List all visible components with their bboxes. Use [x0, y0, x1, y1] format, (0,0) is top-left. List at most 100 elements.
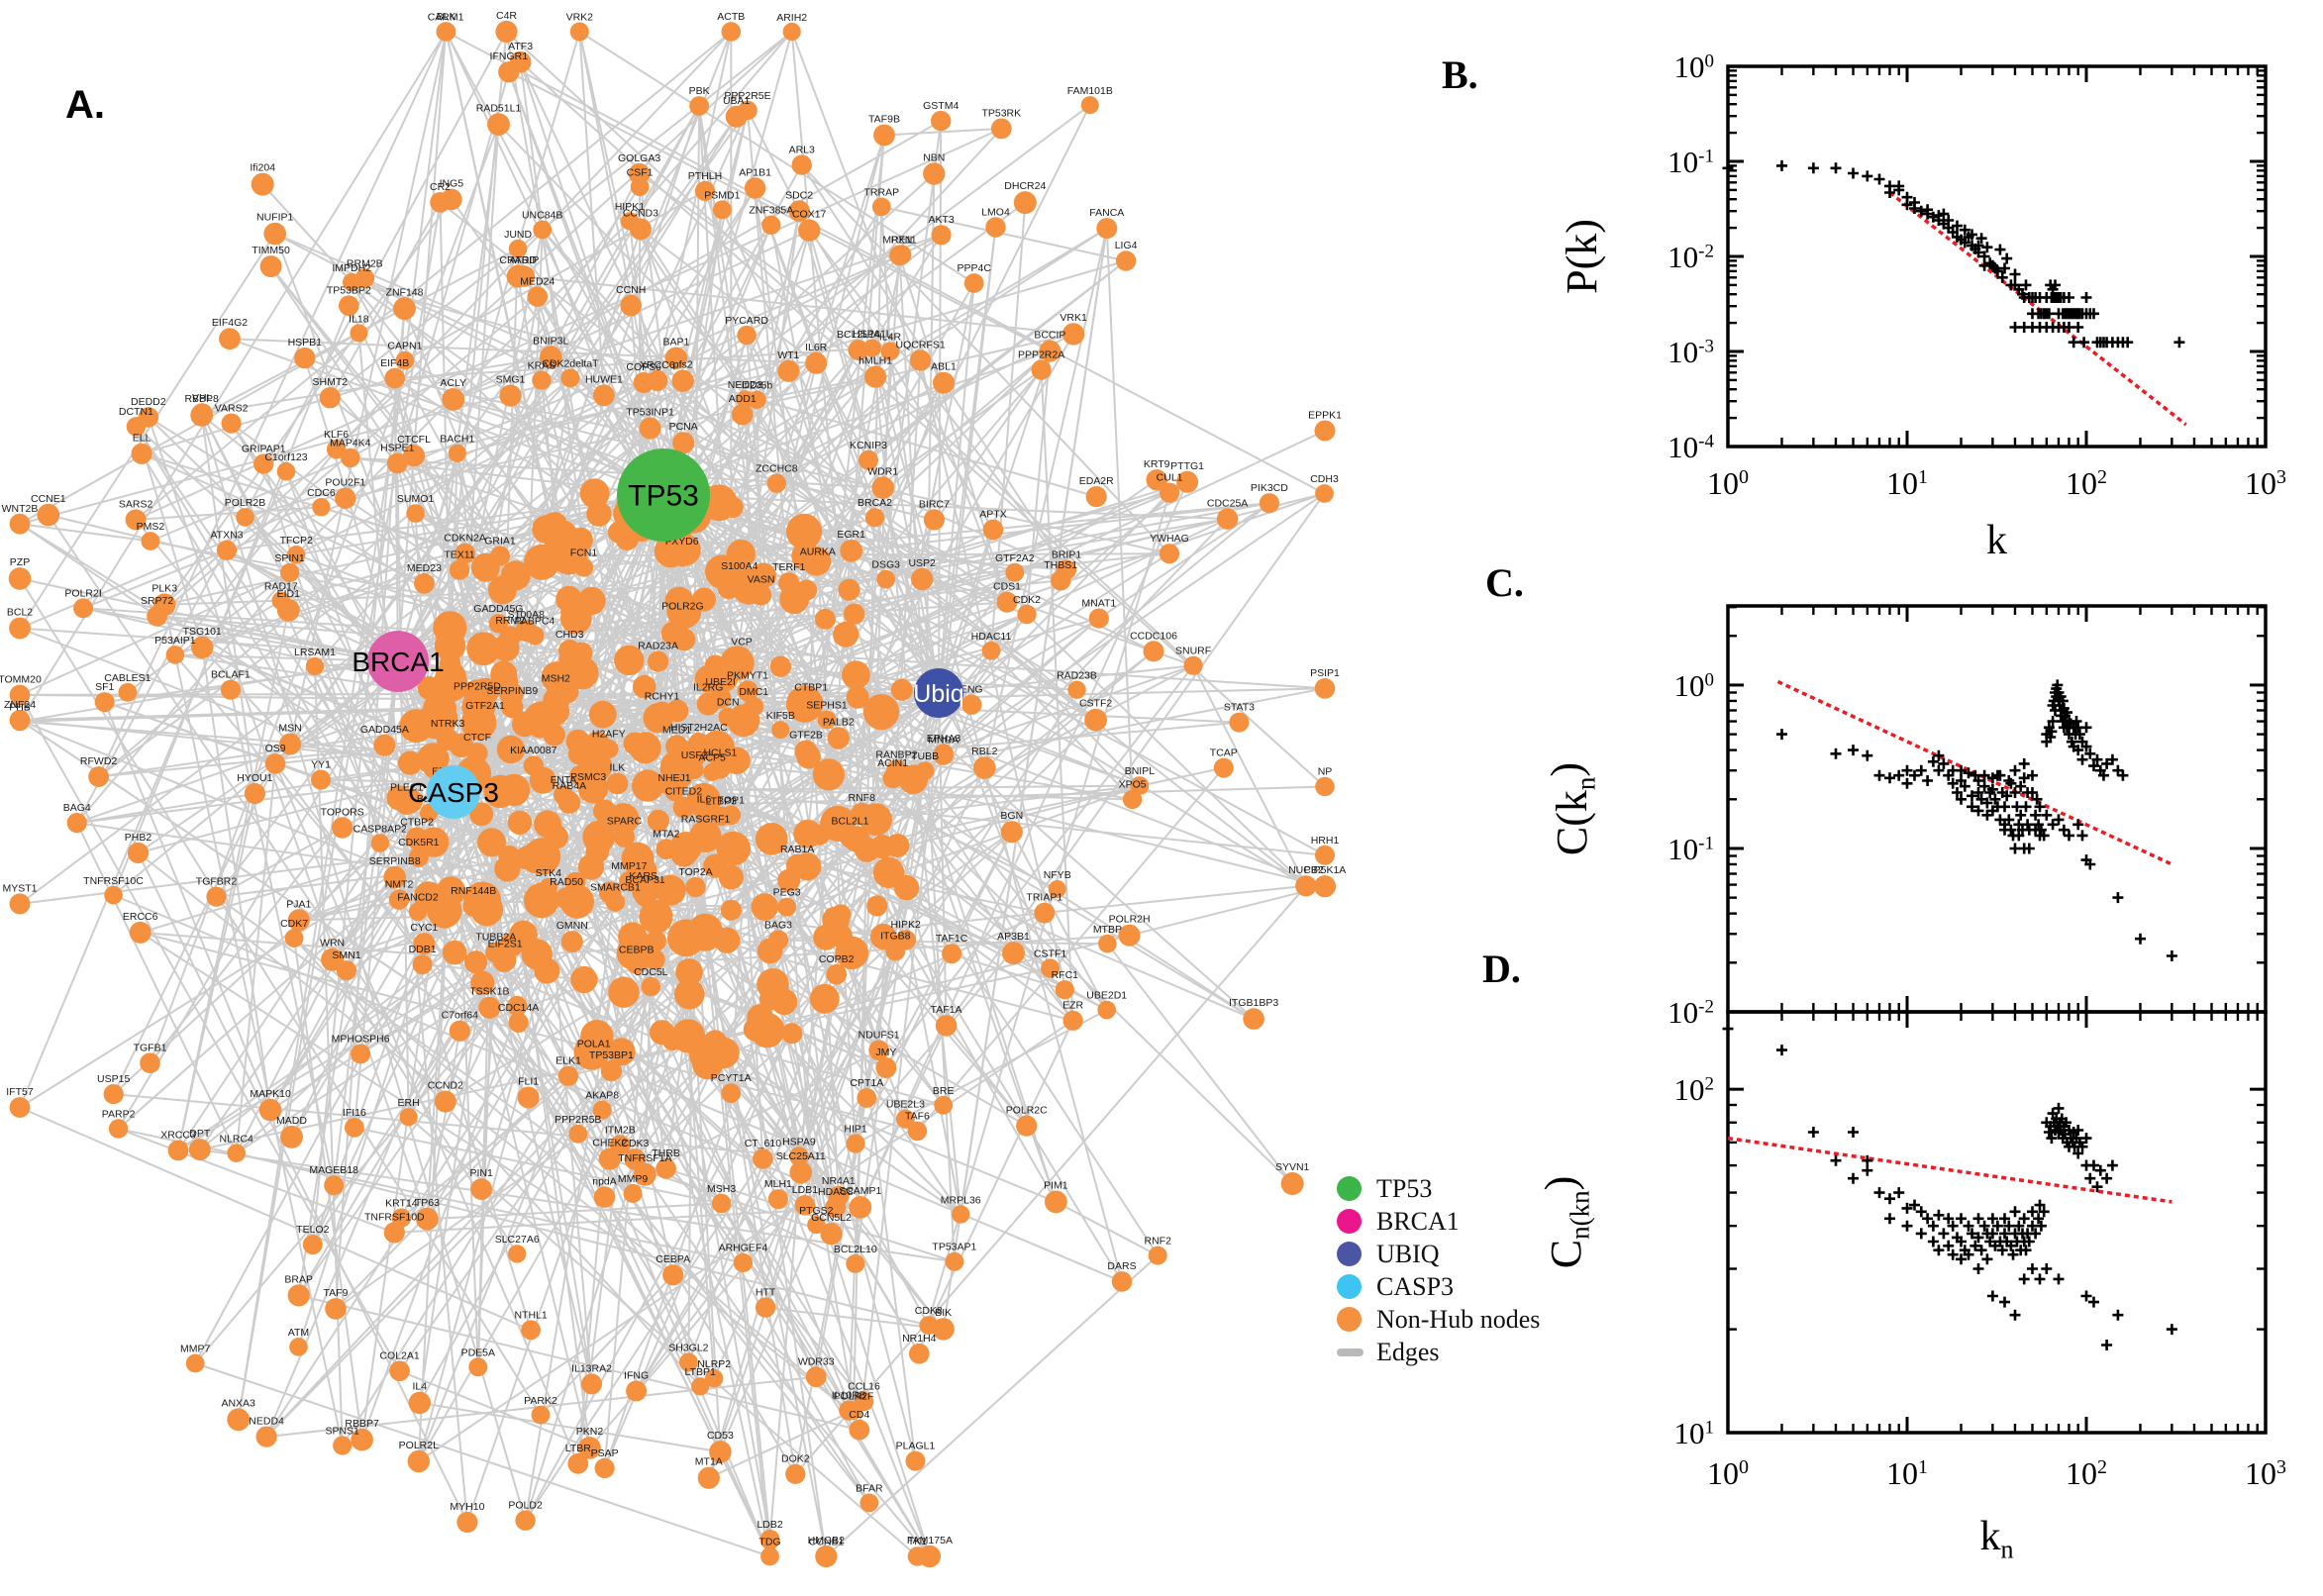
scatter-point: [1722, 162, 1734, 174]
legend-item-non-hub-nodes: Non-Hub nodes: [1337, 1303, 1540, 1336]
network-node: [1143, 641, 1164, 662]
network-nodes: [8, 20, 1337, 1568]
scatter-point: [2018, 757, 2030, 769]
network-edge: [508, 70, 1051, 352]
network-edge: [924, 617, 1100, 772]
network-edge: [350, 456, 883, 489]
network-filler-node: [686, 782, 721, 818]
network-filler-node: [442, 940, 467, 965]
network-node: [393, 297, 416, 321]
network-filler-node: [743, 1017, 767, 1042]
network-node: [402, 445, 426, 467]
scatter-point: [1922, 775, 1934, 786]
network-filler-node: [435, 661, 467, 694]
network-edge: [75, 822, 238, 1154]
scatter-point: [1873, 769, 1885, 781]
network-filler-node: [751, 562, 776, 589]
network-node: [599, 739, 619, 759]
network-filler-node: [846, 685, 869, 709]
network-edge: [149, 124, 500, 1064]
network-filler-node: [466, 632, 501, 666]
network-edge: [463, 334, 748, 554]
network-node: [697, 1466, 720, 1489]
network-filler-node: [542, 512, 567, 538]
network-edge: [113, 894, 840, 1198]
network-filler-node: [814, 608, 836, 630]
plot-frame: [1726, 64, 2268, 449]
network-node: [1243, 1008, 1264, 1030]
network-filler-nodes: [386, 475, 929, 1080]
scatter-point: [2135, 933, 2146, 945]
network-node: [508, 1012, 529, 1033]
network-edge: [135, 127, 1002, 521]
network-edge: [927, 1020, 1074, 1327]
network-edge: [577, 650, 1155, 1136]
network-edge: [265, 880, 631, 1438]
panel-d-label: D.: [1482, 947, 1521, 991]
network-edge: [629, 518, 1228, 661]
network-filler-node: [614, 645, 645, 676]
scatter-point: [1893, 1187, 1905, 1199]
network-panel: C1orf123HDAC11PARCSEPHS1TEX11SLC25A11MT1…: [0, 10, 1346, 1568]
network-filler-node: [720, 899, 743, 921]
edge-swatch-icon: [1337, 1347, 1364, 1356]
y-tick-label: 10-2: [1667, 240, 1714, 274]
scatter-point: [1933, 1209, 1945, 1221]
network-filler-node: [398, 750, 423, 775]
x-tick-label: 101: [1886, 465, 1928, 501]
network-edge: [730, 831, 1013, 1094]
network-edge: [1040, 369, 1074, 1021]
scatter-point: [2166, 1324, 2177, 1336]
network-edge: [740, 259, 1127, 555]
scatter-point: [1901, 1220, 1913, 1232]
network-node: [873, 124, 895, 147]
scatter-point: [1848, 745, 1859, 756]
scatter-point: [1873, 173, 1885, 185]
network-node: [671, 547, 692, 567]
scatter-point: [2041, 1263, 2053, 1274]
panel-c-plot: 100 10-1 10-2 C(kn): [1543, 604, 2268, 1030]
node-swatch-icon: [1337, 1209, 1362, 1234]
network-filler-node: [488, 575, 517, 605]
network-edge: [424, 943, 1057, 1203]
network-edge: [174, 449, 338, 656]
network-node: [527, 286, 549, 307]
network-node: [405, 827, 429, 850]
network-filler-node: [618, 922, 648, 951]
scatter-point: [1722, 1023, 1734, 1035]
network-node: [875, 1057, 897, 1078]
network-filler-node: [585, 840, 610, 863]
network-edge: [524, 939, 907, 1522]
network-edge: [174, 653, 399, 662]
network-edge: [75, 31, 508, 824]
network-edge: [418, 1019, 1074, 1462]
network-node: [302, 1235, 323, 1255]
scatter-point: [2101, 1172, 2113, 1184]
network-edge: [394, 571, 1016, 878]
network-edge: [635, 949, 897, 1392]
x-tick-label: 102: [2066, 1455, 2107, 1491]
network-filler-node: [520, 841, 555, 874]
network-node: [593, 1186, 616, 1208]
network-filler-node: [494, 855, 521, 882]
network-edge: [113, 1093, 799, 1158]
network-node: [1160, 482, 1180, 503]
legend-item-casp3: CASP3: [1337, 1270, 1540, 1303]
panel-b-xlabel: k: [1986, 518, 2007, 563]
scatter-point: [1986, 1290, 1998, 1302]
network-edge: [83, 607, 1326, 690]
network-node: [876, 569, 896, 589]
network-filler-node: [757, 968, 789, 1001]
scatter-point: [1884, 1213, 1895, 1225]
scatter-point: [1830, 748, 1842, 759]
node-swatch-icon: [1337, 1274, 1362, 1299]
y-tick-label: 10-1: [1667, 145, 1714, 179]
scatter-point: [1999, 801, 2010, 813]
network-edge: [855, 831, 1013, 1145]
network-node: [794, 1195, 816, 1216]
x-tick-label: 102: [2066, 465, 2107, 501]
scatter-point: [2166, 950, 2177, 961]
network-edge: [540, 379, 650, 786]
